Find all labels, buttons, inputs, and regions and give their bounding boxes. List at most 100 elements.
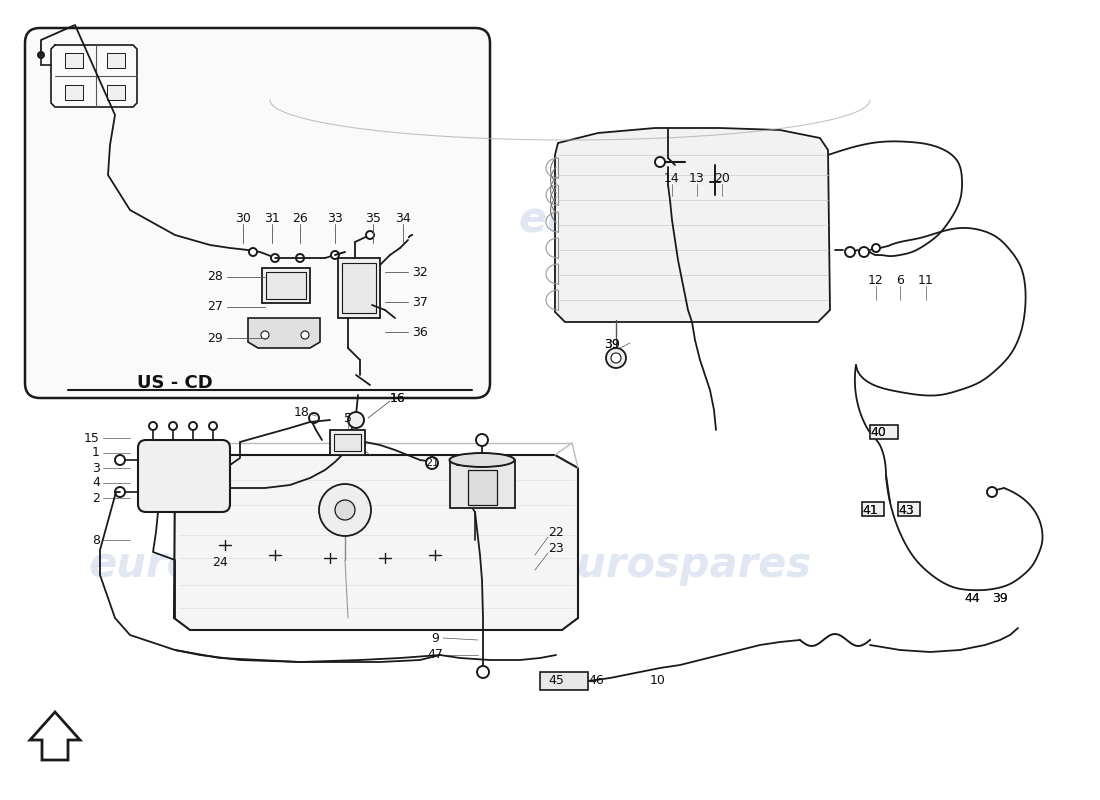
Circle shape <box>606 348 626 368</box>
Text: 47: 47 <box>427 649 443 662</box>
Text: 15: 15 <box>84 431 100 445</box>
Circle shape <box>355 439 365 449</box>
Text: 40: 40 <box>870 426 886 438</box>
Circle shape <box>209 422 217 430</box>
Circle shape <box>610 353 621 363</box>
Text: 39: 39 <box>604 338 620 351</box>
Text: 5: 5 <box>344 411 352 425</box>
FancyBboxPatch shape <box>25 28 490 398</box>
Text: 29: 29 <box>207 331 223 345</box>
Circle shape <box>39 52 44 58</box>
Text: 14: 14 <box>664 171 680 185</box>
Circle shape <box>249 248 257 256</box>
Bar <box>468 470 497 505</box>
Text: eurospares: eurospares <box>518 199 782 241</box>
Text: 39: 39 <box>992 591 1008 605</box>
Text: 27: 27 <box>207 301 223 314</box>
Circle shape <box>872 244 880 252</box>
Circle shape <box>845 247 855 257</box>
Text: 33: 33 <box>327 211 343 225</box>
Circle shape <box>116 455 125 465</box>
Circle shape <box>477 666 490 678</box>
Text: 40: 40 <box>870 426 886 438</box>
Text: 44: 44 <box>964 591 980 605</box>
Text: 35: 35 <box>365 211 381 225</box>
Circle shape <box>987 487 997 497</box>
Text: eurospares: eurospares <box>88 544 352 586</box>
Bar <box>342 263 376 313</box>
Text: 41: 41 <box>862 503 878 517</box>
Text: 43: 43 <box>898 503 914 517</box>
Bar <box>870 425 898 439</box>
Circle shape <box>859 247 869 257</box>
Text: 2: 2 <box>92 491 100 505</box>
Text: 37: 37 <box>412 295 428 309</box>
Text: 17: 17 <box>455 457 471 470</box>
Circle shape <box>426 457 438 469</box>
Text: 21: 21 <box>425 458 439 468</box>
Text: 45: 45 <box>548 674 564 686</box>
Circle shape <box>189 422 197 430</box>
Ellipse shape <box>450 453 515 467</box>
Bar <box>898 502 920 516</box>
Text: 28: 28 <box>207 270 223 283</box>
Text: 36: 36 <box>412 326 428 338</box>
Text: 1: 1 <box>92 446 100 459</box>
Circle shape <box>476 434 488 446</box>
Text: 12: 12 <box>868 274 884 286</box>
Circle shape <box>116 487 125 497</box>
Text: 11: 11 <box>918 274 934 286</box>
Text: 39: 39 <box>604 338 620 351</box>
Circle shape <box>301 331 309 339</box>
Text: eurospares: eurospares <box>549 544 812 586</box>
Polygon shape <box>556 128 830 322</box>
Bar <box>262 268 310 303</box>
Text: 23: 23 <box>548 542 564 554</box>
Text: 26: 26 <box>293 211 308 225</box>
Text: eurospares: eurospares <box>84 234 346 276</box>
Polygon shape <box>174 455 578 630</box>
Circle shape <box>319 484 371 536</box>
Circle shape <box>331 251 339 259</box>
Bar <box>330 430 365 455</box>
Text: 4: 4 <box>92 477 100 490</box>
Circle shape <box>148 422 157 430</box>
Text: 9: 9 <box>431 631 439 645</box>
Polygon shape <box>248 318 320 348</box>
FancyBboxPatch shape <box>138 440 230 512</box>
Text: 16: 16 <box>390 391 406 405</box>
Bar <box>338 258 379 318</box>
Text: 31: 31 <box>264 211 279 225</box>
Text: 44: 44 <box>964 591 980 605</box>
Text: 43: 43 <box>898 503 914 517</box>
Text: 24: 24 <box>212 557 228 570</box>
Text: 30: 30 <box>235 211 251 225</box>
Circle shape <box>261 331 270 339</box>
Bar <box>540 672 589 690</box>
Circle shape <box>336 500 355 520</box>
Bar <box>107 85 125 100</box>
Bar <box>65 53 82 68</box>
Circle shape <box>296 254 304 262</box>
Circle shape <box>348 412 364 428</box>
Circle shape <box>453 457 468 471</box>
Text: 22: 22 <box>548 526 564 538</box>
Circle shape <box>271 254 279 262</box>
Circle shape <box>654 157 666 167</box>
Text: 20: 20 <box>714 171 730 185</box>
Circle shape <box>309 413 319 423</box>
Bar <box>450 460 515 508</box>
Text: US - CD: US - CD <box>138 374 213 392</box>
Text: 10: 10 <box>650 674 666 686</box>
Circle shape <box>169 422 177 430</box>
Text: 6: 6 <box>896 274 904 286</box>
Polygon shape <box>30 712 80 760</box>
Text: 34: 34 <box>395 211 411 225</box>
Text: 19: 19 <box>348 438 364 451</box>
Text: 32: 32 <box>412 266 428 278</box>
Text: 18: 18 <box>294 406 310 418</box>
Bar <box>107 53 125 68</box>
Circle shape <box>366 231 374 239</box>
Text: 46: 46 <box>588 674 604 686</box>
Text: 16: 16 <box>390 391 406 405</box>
